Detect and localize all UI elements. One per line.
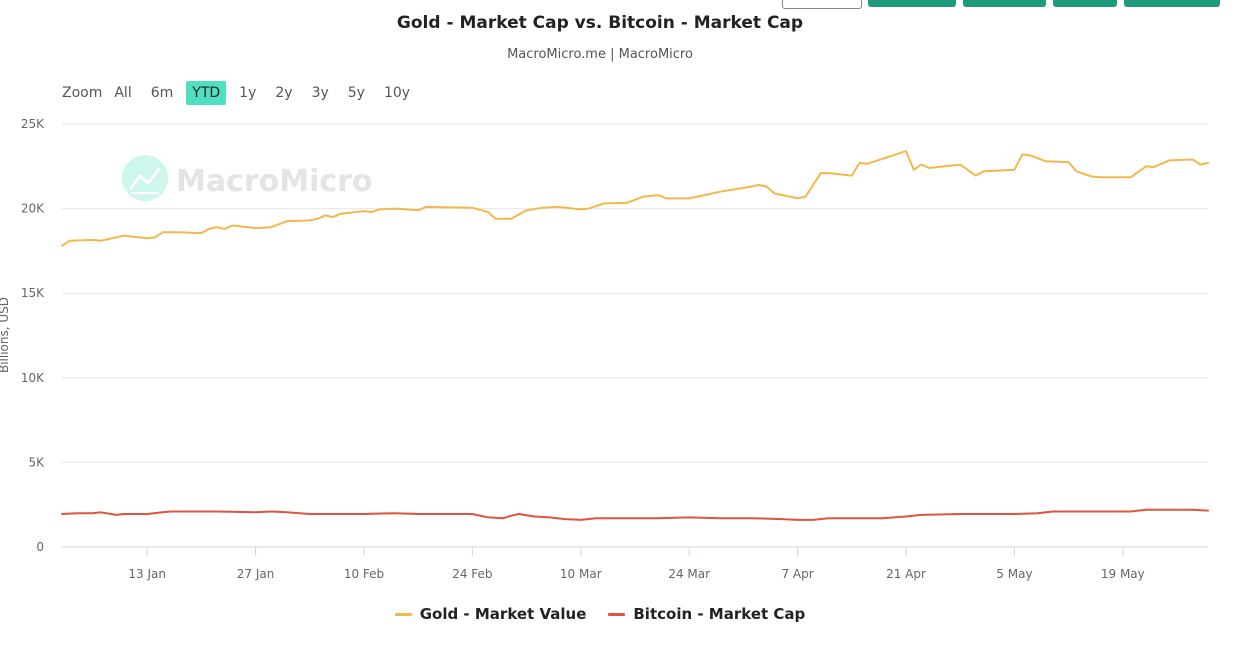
x-tick-label: 10 Mar [560, 567, 602, 581]
y-tick-label: 5K [28, 455, 45, 469]
legend-label-bitcoin: Bitcoin - Market Cap [633, 605, 806, 623]
y-tick-label: 20K [21, 202, 45, 216]
toolbar-button[interactable] [868, 0, 956, 7]
x-tick-label: 10 Feb [344, 567, 384, 581]
y-tick-label: 15K [21, 286, 45, 300]
gridlines [62, 123, 1208, 548]
zoom-ytd-button[interactable]: YTD [186, 81, 227, 105]
x-axis: 13 Jan 27 Jan 10 Feb 24 Feb 10 Mar 24 Mar 7 Ap… [62, 546, 1208, 581]
y-axis-label: Billions, USD [0, 297, 11, 373]
x-tick-label: 21 Apr [886, 567, 926, 581]
gold-series-line [61, 150, 1209, 247]
zoom-all-button[interactable]: All [114, 85, 132, 101]
legend: Gold - Market Value Bitcoin - Market Cap [0, 605, 1200, 623]
zoom-10y-button[interactable]: 10y [383, 85, 411, 101]
watermark-text: MacroMicro [176, 164, 373, 199]
chart-title: Gold - Market Cap vs. Bitcoin - Market C… [396, 13, 804, 33]
zoom-1y-button[interactable]: 1y [239, 85, 257, 101]
legend-swatch-bitcoin [608, 612, 626, 616]
zoom-5y-button[interactable]: 5y [347, 85, 365, 101]
y-tick-label: 25K [21, 117, 45, 131]
x-tick-label: 19 May [1101, 567, 1145, 581]
watermark: MacroMicro [122, 155, 373, 201]
trend-chart-icon [122, 155, 168, 201]
y-axis: 0 5K 10K 15K 20K 25K [21, 117, 45, 554]
toolbar-button[interactable] [1124, 0, 1220, 7]
series-lines [61, 150, 1209, 521]
x-tick-label: 13 Jan [128, 567, 166, 581]
y-tick-label: 10K [21, 371, 45, 385]
zoom-2y-button[interactable]: 2y [275, 85, 293, 101]
toolbar-button[interactable] [1053, 0, 1117, 7]
zoom-3y-button[interactable]: 3y [311, 85, 329, 101]
x-tick-label: 5 May [996, 567, 1032, 581]
x-tick-label: 24 Mar [668, 567, 710, 581]
toolbar-button[interactable] [963, 0, 1046, 7]
zoom-6m-button[interactable]: 6m [150, 85, 174, 101]
bitcoin-series-line [61, 508, 1209, 521]
legend-swatch-gold [394, 612, 412, 616]
x-tick-label: 27 Jan [237, 567, 275, 581]
legend-item-gold[interactable]: Gold - Market Value [394, 605, 587, 623]
legend-label-gold: Gold - Market Value [419, 605, 587, 623]
chart-subtitle: MacroMicro.me | MacroMicro [507, 47, 693, 62]
zoom-label: Zoom [62, 85, 103, 101]
legend-item-bitcoin[interactable]: Bitcoin - Market Cap [608, 605, 805, 623]
y-tick-label: 0 [36, 540, 44, 554]
zoom-selector: Zoom All 6m YTD 1y 2y 3y 5y 10y [56, 81, 423, 105]
x-tick-label: 24 Feb [452, 567, 492, 581]
toolbar-button[interactable] [782, 0, 862, 9]
x-tick-label: 7 Apr [781, 567, 813, 581]
